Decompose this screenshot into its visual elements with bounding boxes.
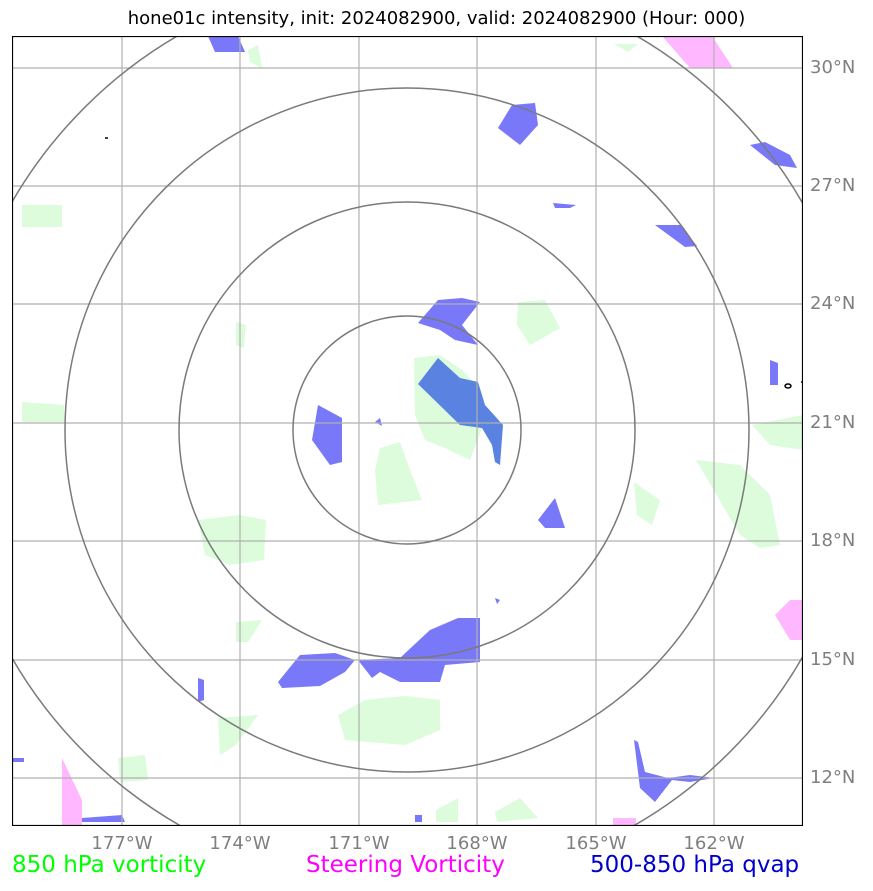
map-border [12, 36, 803, 826]
lon-label-171w: 171°W [328, 833, 390, 854]
qvap-areas [12, 36, 797, 822]
legend-vorticity-850: 850 hPa vorticity [12, 852, 207, 878]
map-plot [12, 36, 803, 826]
lon-label-168w: 168°W [446, 833, 508, 854]
lon-label-174w: 174°W [209, 833, 271, 854]
legend-qvap: 500-850 hPa qvap [590, 852, 800, 878]
lon-label-162w: 162°W [683, 833, 745, 854]
lat-label-27n: 27°N [810, 175, 856, 196]
graticule [12, 36, 803, 826]
coastline-marks [105, 137, 803, 389]
range-rings [12, 36, 803, 826]
lat-label-24n: 24°N [810, 293, 856, 314]
lat-label-15n: 15°N [810, 649, 856, 670]
vorticity-850-areas [22, 44, 803, 822]
lat-label-30n: 30°N [810, 57, 856, 78]
legend-steering-vorticity: Steering Vorticity [306, 852, 505, 878]
map-title: hone01c intensity, init: 2024082900, val… [127, 8, 746, 29]
lat-label-21n: 21°N [810, 412, 856, 433]
lon-label-165w: 165°W [565, 833, 627, 854]
steering-vorticity-areas [62, 36, 803, 826]
lon-label-177w: 177°W [91, 833, 153, 854]
qvap-core-area [418, 358, 503, 465]
lat-label-18n: 18°N [810, 530, 856, 551]
lat-label-12n: 12°N [810, 767, 856, 788]
